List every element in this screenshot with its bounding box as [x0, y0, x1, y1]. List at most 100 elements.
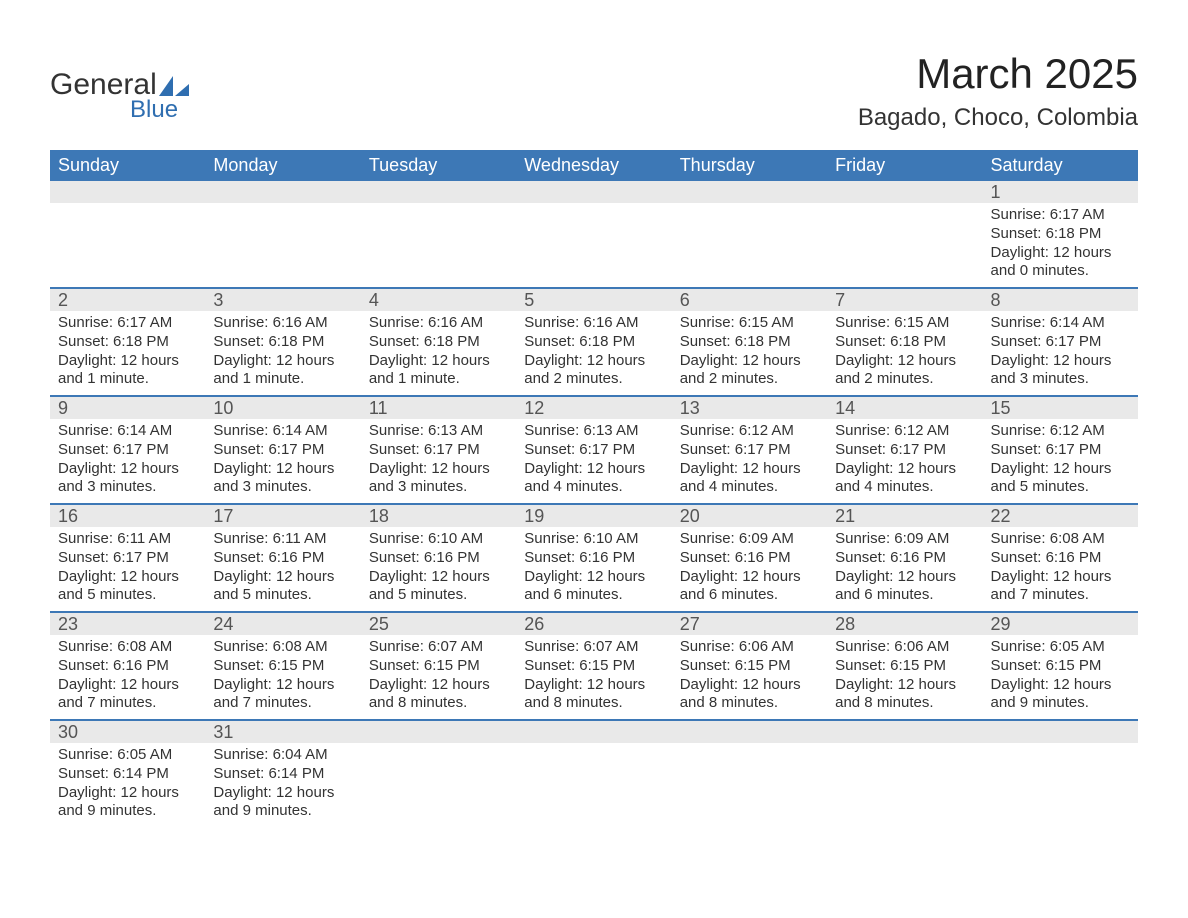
sunrise-text: Sunrise: 6:08 AM: [58, 638, 197, 657]
sunrise-text: Sunrise: 6:17 AM: [58, 314, 197, 333]
day-number: 15: [983, 397, 1138, 419]
logo-sail-icon: [159, 76, 189, 96]
day-number: 17: [205, 505, 360, 527]
day-cell: [827, 720, 982, 827]
day-number: 29: [983, 613, 1138, 635]
day-body: Sunrise: 6:15 AMSunset: 6:18 PMDaylight:…: [672, 311, 827, 395]
day-cell: [516, 181, 671, 288]
sunrise-text: Sunrise: 6:15 AM: [835, 314, 974, 333]
day-cell: 13Sunrise: 6:12 AMSunset: 6:17 PMDayligh…: [672, 396, 827, 504]
day-body: [205, 203, 360, 283]
day-cell: [516, 720, 671, 827]
day-cell: 26Sunrise: 6:07 AMSunset: 6:15 PMDayligh…: [516, 612, 671, 720]
day-number: [361, 721, 516, 743]
day-cell: 6Sunrise: 6:15 AMSunset: 6:18 PMDaylight…: [672, 288, 827, 396]
sunset-text: Sunset: 6:17 PM: [524, 441, 663, 460]
day-cell: 18Sunrise: 6:10 AMSunset: 6:16 PMDayligh…: [361, 504, 516, 612]
sunrise-text: Sunrise: 6:11 AM: [213, 530, 352, 549]
daylight-text: Daylight: 12 hours and 6 minutes.: [524, 568, 663, 606]
sunrise-text: Sunrise: 6:13 AM: [524, 422, 663, 441]
day-number: 16: [50, 505, 205, 527]
day-body: [983, 743, 1138, 823]
day-number: 14: [827, 397, 982, 419]
sunset-text: Sunset: 6:14 PM: [58, 765, 197, 784]
sunrise-text: Sunrise: 6:16 AM: [524, 314, 663, 333]
sunrise-text: Sunrise: 6:05 AM: [991, 638, 1130, 657]
day-cell: 22Sunrise: 6:08 AMSunset: 6:16 PMDayligh…: [983, 504, 1138, 612]
daylight-text: Daylight: 12 hours and 4 minutes.: [680, 460, 819, 498]
daylight-text: Daylight: 12 hours and 8 minutes.: [369, 676, 508, 714]
day-cell: 3Sunrise: 6:16 AMSunset: 6:18 PMDaylight…: [205, 288, 360, 396]
sunrise-text: Sunrise: 6:11 AM: [58, 530, 197, 549]
day-body: [361, 743, 516, 823]
day-body: [672, 203, 827, 283]
weekday-header: Thursday: [672, 150, 827, 181]
daylight-text: Daylight: 12 hours and 9 minutes.: [58, 784, 197, 822]
day-number: [205, 181, 360, 203]
day-body: Sunrise: 6:14 AMSunset: 6:17 PMDaylight:…: [983, 311, 1138, 395]
day-body: Sunrise: 6:17 AMSunset: 6:18 PMDaylight:…: [50, 311, 205, 395]
sunrise-text: Sunrise: 6:10 AM: [524, 530, 663, 549]
sunset-text: Sunset: 6:17 PM: [58, 549, 197, 568]
day-cell: 30Sunrise: 6:05 AMSunset: 6:14 PMDayligh…: [50, 720, 205, 827]
day-number: 25: [361, 613, 516, 635]
day-cell: 9Sunrise: 6:14 AMSunset: 6:17 PMDaylight…: [50, 396, 205, 504]
day-number: 4: [361, 289, 516, 311]
day-number: 6: [672, 289, 827, 311]
day-body: Sunrise: 6:08 AMSunset: 6:16 PMDaylight:…: [50, 635, 205, 719]
sunrise-text: Sunrise: 6:15 AM: [680, 314, 819, 333]
sunrise-text: Sunrise: 6:12 AM: [680, 422, 819, 441]
day-number: [827, 181, 982, 203]
day-cell: 24Sunrise: 6:08 AMSunset: 6:15 PMDayligh…: [205, 612, 360, 720]
day-body: Sunrise: 6:06 AMSunset: 6:15 PMDaylight:…: [672, 635, 827, 719]
weekday-header: Saturday: [983, 150, 1138, 181]
daylight-text: Daylight: 12 hours and 2 minutes.: [524, 352, 663, 390]
weekday-header: Wednesday: [516, 150, 671, 181]
weekday-header: Monday: [205, 150, 360, 181]
day-body: [827, 743, 982, 823]
day-cell: 29Sunrise: 6:05 AMSunset: 6:15 PMDayligh…: [983, 612, 1138, 720]
day-number: 13: [672, 397, 827, 419]
day-cell: 12Sunrise: 6:13 AMSunset: 6:17 PMDayligh…: [516, 396, 671, 504]
day-number: 18: [361, 505, 516, 527]
day-body: Sunrise: 6:09 AMSunset: 6:16 PMDaylight:…: [827, 527, 982, 611]
day-cell: 17Sunrise: 6:11 AMSunset: 6:16 PMDayligh…: [205, 504, 360, 612]
day-cell: 27Sunrise: 6:06 AMSunset: 6:15 PMDayligh…: [672, 612, 827, 720]
sunrise-text: Sunrise: 6:12 AM: [991, 422, 1130, 441]
daylight-text: Daylight: 12 hours and 5 minutes.: [58, 568, 197, 606]
sunrise-text: Sunrise: 6:04 AM: [213, 746, 352, 765]
logo: General Blue: [50, 50, 189, 124]
daylight-text: Daylight: 12 hours and 2 minutes.: [680, 352, 819, 390]
sunrise-text: Sunrise: 6:14 AM: [991, 314, 1130, 333]
sunrise-text: Sunrise: 6:14 AM: [58, 422, 197, 441]
day-number: [516, 721, 671, 743]
day-cell: [827, 181, 982, 288]
sunset-text: Sunset: 6:15 PM: [835, 657, 974, 676]
day-number: 26: [516, 613, 671, 635]
daylight-text: Daylight: 12 hours and 0 minutes.: [991, 244, 1130, 282]
day-number: [672, 721, 827, 743]
day-body: Sunrise: 6:07 AMSunset: 6:15 PMDaylight:…: [361, 635, 516, 719]
sunrise-text: Sunrise: 6:16 AM: [213, 314, 352, 333]
day-body: Sunrise: 6:12 AMSunset: 6:17 PMDaylight:…: [672, 419, 827, 503]
day-body: [516, 203, 671, 283]
daylight-text: Daylight: 12 hours and 7 minutes.: [213, 676, 352, 714]
day-number: 9: [50, 397, 205, 419]
daylight-text: Daylight: 12 hours and 1 minute.: [58, 352, 197, 390]
daylight-text: Daylight: 12 hours and 3 minutes.: [213, 460, 352, 498]
sunrise-text: Sunrise: 6:13 AM: [369, 422, 508, 441]
daylight-text: Daylight: 12 hours and 7 minutes.: [58, 676, 197, 714]
daylight-text: Daylight: 12 hours and 5 minutes.: [369, 568, 508, 606]
sunrise-text: Sunrise: 6:08 AM: [991, 530, 1130, 549]
day-cell: 19Sunrise: 6:10 AMSunset: 6:16 PMDayligh…: [516, 504, 671, 612]
day-number: 7: [827, 289, 982, 311]
day-number: 21: [827, 505, 982, 527]
month-title: March 2025: [858, 50, 1138, 98]
daylight-text: Daylight: 12 hours and 4 minutes.: [524, 460, 663, 498]
day-number: 31: [205, 721, 360, 743]
sunset-text: Sunset: 6:18 PM: [524, 333, 663, 352]
day-body: Sunrise: 6:08 AMSunset: 6:16 PMDaylight:…: [983, 527, 1138, 611]
sunrise-text: Sunrise: 6:17 AM: [991, 206, 1130, 225]
sunset-text: Sunset: 6:15 PM: [369, 657, 508, 676]
day-cell: 4Sunrise: 6:16 AMSunset: 6:18 PMDaylight…: [361, 288, 516, 396]
